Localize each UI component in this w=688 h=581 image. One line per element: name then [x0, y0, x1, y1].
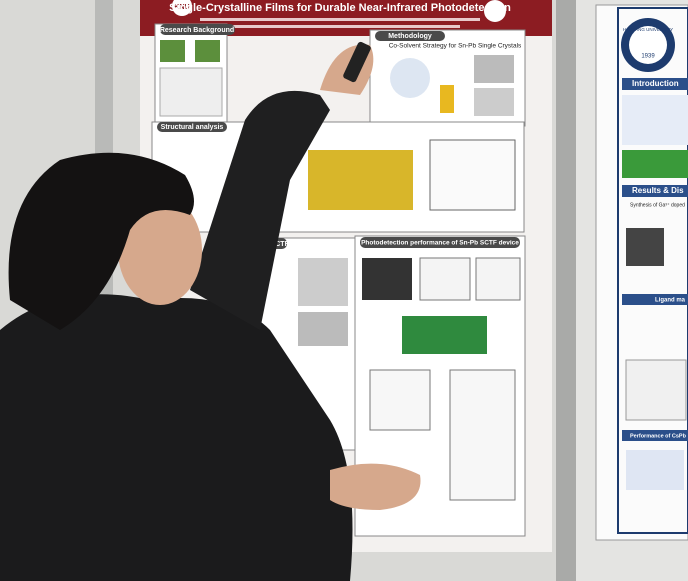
logo: [629, 26, 667, 64]
logo: [172, 0, 192, 16]
section-bar: [375, 31, 445, 41]
phone: [343, 41, 371, 83]
figure: [160, 40, 185, 62]
section-bar: [157, 122, 227, 132]
section-title: Performance of CsPb: [630, 433, 687, 439]
section-title: Structural analysis: [161, 124, 224, 131]
section-title: Methodology: [388, 33, 432, 40]
figure: [475, 257, 521, 301]
figure: [429, 139, 516, 211]
figure: [449, 369, 516, 501]
section-bar: [622, 294, 688, 305]
section-title: Results & Dis: [632, 186, 684, 195]
figure: [419, 257, 471, 301]
hair: [8, 152, 195, 330]
poster-title: Single-Crystalline Films for Durable Nea…: [169, 2, 511, 14]
figure: [369, 369, 431, 431]
pole: [556, 0, 576, 581]
figure: [474, 88, 514, 116]
section-title: Photodetection performance of Sn-Pb SCTF…: [361, 240, 519, 247]
jacket: [0, 294, 353, 581]
section-bar: [160, 24, 235, 35]
section-title: Research Background: [160, 27, 234, 34]
section-title: Synthesis of Ga³⁺ doped: [630, 202, 685, 208]
figure: [390, 58, 430, 98]
figure: [298, 258, 348, 306]
face: [118, 195, 202, 305]
logo-text: KNU: [174, 4, 189, 11]
poster-frame: [617, 7, 688, 534]
figure: [622, 150, 688, 178]
hand: [330, 463, 421, 510]
figure: [298, 312, 348, 346]
figure: [308, 150, 413, 210]
section-title: Ligand ma: [655, 298, 686, 304]
figure: [195, 40, 220, 62]
figure: [362, 258, 412, 300]
section-bar: [622, 78, 688, 90]
person: [0, 41, 421, 581]
section-bar: [360, 237, 520, 248]
authors: [200, 18, 480, 21]
figure: [625, 359, 687, 421]
figure: [626, 450, 684, 490]
section-title: Introduction: [632, 79, 679, 88]
figure: [159, 67, 223, 117]
section-bar: [622, 185, 688, 197]
affiliations: [200, 25, 460, 28]
figure: [622, 95, 688, 145]
right-poster: HANYANG UNIVERSITY 1939 Introduction Res…: [595, 4, 688, 541]
figure: [474, 55, 514, 83]
figure: [626, 228, 664, 266]
figure: [402, 316, 487, 354]
raised-arm: [190, 90, 330, 330]
logo-text: HANYANG UNIVERSITY: [623, 27, 673, 32]
section-subtitle: Co-Solvent Strategy for Sn-Pb Single Cry…: [389, 43, 522, 50]
logo-year: 1939: [641, 54, 655, 60]
logo: [484, 0, 506, 22]
section-bar: [622, 430, 688, 441]
figure: [440, 85, 454, 113]
